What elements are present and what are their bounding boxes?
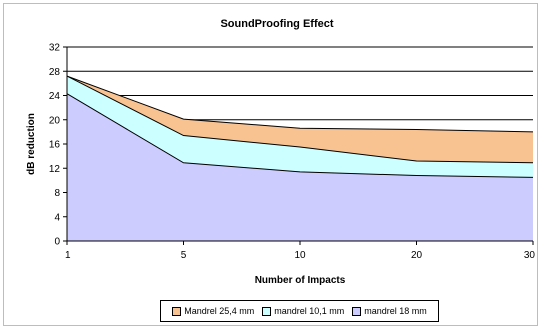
legend-label-mandrel-18: mandrel 18 mm [364,306,427,316]
legend-item-mandrel-18: mandrel 18 mm [352,306,427,316]
area-series-2 [67,93,533,242]
y-tick-label: 32 [49,43,61,54]
area-outline-series-0 [66,75,534,133]
x-tick-label: 10 [294,250,306,261]
y-tick-label: 12 [49,164,61,175]
y-tick-label: 28 [49,67,61,78]
y-tick-label: 24 [49,91,61,102]
legend-swatch-mandrel-25-4 [172,306,182,316]
y-tick-label: 8 [54,188,60,199]
x-tick-label: 30 [524,250,536,261]
x-tick-label: 5 [181,250,187,261]
area-outline-series-2 [66,93,534,178]
legend-label-mandrel-25-4: Mandrel 25,4 mm [184,306,255,316]
area-layer [66,75,534,242]
y-tick-label: 4 [54,212,60,223]
legend: Mandrel 25,4 mm mandrel 10,1 mm mandrel … [160,300,439,322]
y-tick-label: 0 [54,237,60,248]
legend-label-mandrel-10-1: mandrel 10,1 mm [274,306,345,316]
legend-item-mandrel-10-1: mandrel 10,1 mm [262,306,344,316]
x-tick-label: 20 [411,250,423,261]
y-tick-label: 20 [49,115,61,126]
y-tick-label: 16 [49,140,61,151]
legend-item-mandrel-25-4: Mandrel 25,4 mm [172,306,254,316]
x-tick-label: 1 [65,250,71,261]
legend-swatch-mandrel-18 [352,306,362,316]
x-axis-label: Number of Impacts [255,275,346,286]
y-axis-label: dB reduction [26,113,37,175]
area-outline-series-1 [66,75,534,164]
legend-swatch-mandrel-10-1 [262,306,272,316]
axis-layer: 0 4 8 12 16 20 24 28 32 1 5 10 20 30 [49,43,536,262]
chart-title: SoundProofing Effect [220,18,333,30]
